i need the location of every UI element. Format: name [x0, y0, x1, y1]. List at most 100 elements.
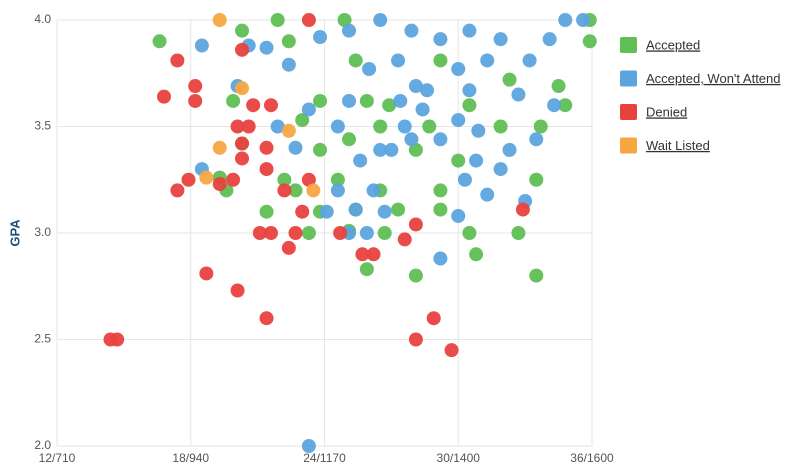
- scatter-point: [420, 83, 435, 98]
- legend-entry[interactable]: Accepted, Won't Attend: [646, 71, 781, 86]
- scatter-point: [348, 53, 363, 68]
- scatter-point: [382, 98, 397, 113]
- scatter-point: [377, 204, 392, 219]
- scatter-point: [348, 202, 363, 217]
- scatter-point: [457, 172, 472, 187]
- scatter-point: [433, 132, 448, 147]
- scatter-point: [241, 119, 256, 134]
- scatter-point: [313, 30, 328, 45]
- scatter-point: [252, 226, 267, 240]
- scatter-point: [471, 123, 486, 138]
- scatter-point: [313, 142, 328, 157]
- scatter-point: [157, 89, 171, 104]
- scatter-point: [342, 23, 357, 38]
- scatter-point: [547, 98, 562, 113]
- scatter-point: [469, 153, 484, 168]
- scatter-point: [451, 153, 466, 168]
- scatter-point: [511, 226, 526, 240]
- scatter-point: [333, 226, 348, 240]
- scatter-point: [319, 204, 334, 219]
- scatter-point: [295, 204, 310, 219]
- scatter-point: [212, 177, 227, 192]
- x-tick-label: 30/1400: [437, 451, 481, 465]
- scatter-point: [529, 268, 544, 283]
- scatter-point: [306, 183, 321, 198]
- scatter-point: [313, 93, 328, 108]
- scatter-point: [433, 251, 448, 266]
- scatter-point: [469, 247, 484, 262]
- scatter-point: [444, 343, 459, 358]
- scatter-point: [230, 119, 245, 134]
- scatter-point: [235, 42, 250, 57]
- scatter-point: [259, 140, 274, 155]
- scatter-point: [426, 311, 441, 326]
- scatter-point: [373, 119, 388, 134]
- scatter-point: [502, 72, 517, 87]
- scatter-point: [397, 232, 412, 247]
- scatter-point: [373, 142, 388, 157]
- scatter-point: [235, 23, 250, 38]
- scatter-point: [493, 162, 508, 177]
- scatter-point: [408, 217, 423, 232]
- scatter-point: [288, 226, 303, 240]
- scatter-point: [582, 34, 597, 49]
- scatter-point: [529, 132, 544, 147]
- legend-entry[interactable]: Accepted: [646, 37, 700, 52]
- scatter-point: [277, 172, 292, 187]
- scatter-point: [235, 81, 250, 96]
- scatter-point: [270, 13, 285, 27]
- y-tick-label: 2.0: [34, 438, 51, 452]
- x-tick-label: 12/710: [39, 451, 76, 465]
- x-tick-label: 18/940: [172, 451, 209, 465]
- legend-entry[interactable]: Wait Listed: [646, 138, 710, 153]
- scatter-point: [558, 13, 573, 27]
- scatter-point: [288, 140, 303, 155]
- scatter-point: [462, 83, 477, 98]
- scatter-point: [301, 226, 316, 240]
- legend-entry[interactable]: Denied: [646, 104, 687, 119]
- y-tick-label: 2.5: [34, 332, 51, 346]
- y-axis-label: GPA: [7, 219, 22, 247]
- scatter-point: [397, 119, 412, 134]
- scatter-point: [393, 93, 408, 108]
- scatter-point: [170, 53, 185, 68]
- scatter-point: [194, 38, 209, 53]
- scatter-point: [384, 142, 399, 157]
- scatter-point: [422, 119, 437, 134]
- scatter-point: [288, 183, 303, 198]
- scatter-point: [259, 40, 274, 55]
- scatter-point: [433, 202, 448, 217]
- scatter-point: [342, 132, 357, 147]
- scatter-point: [235, 151, 250, 166]
- scatter-point: [408, 268, 423, 283]
- scatter-point: [212, 140, 227, 155]
- scatter-point: [181, 172, 196, 187]
- scatter-point: [462, 23, 477, 38]
- scatter-point: [529, 172, 544, 187]
- scatter-point: [355, 247, 370, 262]
- scatter-point: [558, 98, 573, 113]
- scatter-point: [451, 61, 466, 76]
- scatter-point: [199, 266, 214, 281]
- scatter-point: [264, 98, 278, 113]
- scatter-point: [366, 247, 381, 262]
- scatter-point: [359, 93, 374, 108]
- scatter-point: [226, 172, 241, 187]
- legend-swatch: [620, 37, 637, 53]
- scatter-point: [522, 53, 537, 68]
- scatter-point: [462, 226, 477, 240]
- scatter-point: [188, 79, 203, 94]
- y-tick-label: 4.0: [34, 12, 51, 26]
- scatter-point: [188, 93, 203, 108]
- scatter-point: [542, 32, 557, 47]
- y-tick-label: 3.5: [34, 119, 51, 133]
- scatter-point: [110, 332, 125, 347]
- scatter-point: [301, 172, 316, 187]
- scatter-point: [270, 119, 285, 134]
- scatter-point: [295, 113, 310, 128]
- legend-swatch: [620, 137, 637, 154]
- scatter-point: [235, 136, 250, 151]
- scatter-point: [170, 183, 185, 198]
- scatter-point: [480, 187, 495, 202]
